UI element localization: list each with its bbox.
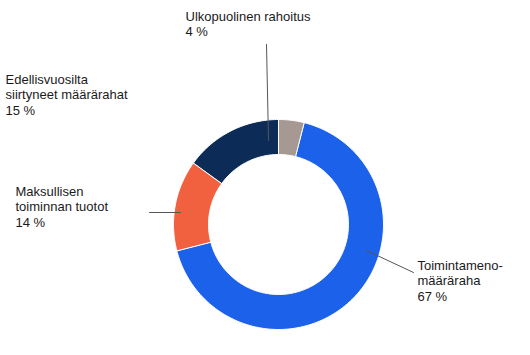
svg-text:Toimintameno-määräraha67 %: Toimintameno-määräraha67 %: [418, 258, 503, 304]
svg-text:Edellisvuosiltasiirtyneet määr: Edellisvuosiltasiirtyneet määrärahat15 %: [6, 72, 128, 118]
svg-text:Maksullisentoiminnan tuotot14: Maksullisentoiminnan tuotot14 %: [16, 184, 109, 230]
svg-text:Ulkopuolinen rahoitus4 %: Ulkopuolinen rahoitus4 %: [186, 9, 312, 40]
